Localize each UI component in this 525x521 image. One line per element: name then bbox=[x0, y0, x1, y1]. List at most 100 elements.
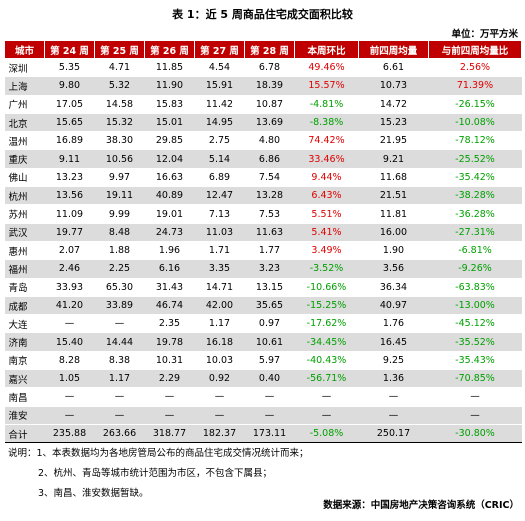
wow-change-cell: 3.49% bbox=[294, 241, 359, 261]
vs-avg-change-cell: -25.52% bbox=[428, 149, 522, 169]
value-cell: 24.73 bbox=[144, 223, 195, 242]
city-cell: 嘉兴 bbox=[4, 369, 45, 389]
table-row: 福州 2.46 2.25 6.16 3.35 3.23 -3.52% 3.56 -9.26% bbox=[4, 259, 522, 279]
value-cell: 6.89 bbox=[194, 168, 245, 188]
wow-change-cell: 74.42% bbox=[294, 131, 359, 151]
value-cell: 31.43 bbox=[144, 278, 195, 297]
value-cell: 1.76 bbox=[358, 314, 429, 334]
value-cell: 40.97 bbox=[358, 296, 429, 316]
col-header: 第 27 周 bbox=[194, 40, 245, 59]
value-cell: 3.56 bbox=[358, 259, 429, 279]
value-cell: 10.87 bbox=[244, 95, 295, 114]
wow-change-cell: -5.08% bbox=[294, 423, 359, 444]
value-cell: 11.81 bbox=[358, 204, 429, 224]
value-cell: 0.40 bbox=[244, 369, 295, 389]
table-row: 北京 15.65 15.32 15.01 14.95 13.69 -8.38% 15.23 -1… bbox=[4, 113, 522, 133]
value-cell: 8.48 bbox=[94, 223, 145, 242]
col-header: 第 28 周 bbox=[244, 40, 295, 59]
city-cell: 济南 bbox=[4, 332, 45, 352]
table-row: 嘉兴 1.05 1.17 2.29 0.92 0.40 -56.71% 1.36 -70.85% bbox=[4, 369, 522, 389]
value-cell: 4.71 bbox=[94, 58, 145, 78]
value-cell: 13.56 bbox=[44, 186, 95, 206]
value-cell: 11.85 bbox=[144, 58, 195, 78]
value-cell: 15.32 bbox=[94, 113, 145, 133]
city-cell: 苏州 bbox=[4, 204, 45, 224]
value-cell: 0.97 bbox=[244, 314, 295, 334]
value-cell: 12.04 bbox=[144, 149, 195, 169]
header-row: 城市 第 24 周 第 25 周 第 26 周 第 27 周 第 28 周 本周… bbox=[4, 40, 522, 59]
value-cell: — bbox=[144, 406, 195, 425]
table-row: 南昌 — — — — — — — — bbox=[4, 387, 522, 407]
value-cell: 5.97 bbox=[244, 351, 295, 371]
value-cell: — bbox=[44, 314, 95, 334]
wow-change-cell: -10.66% bbox=[294, 278, 359, 297]
city-cell: 广州 bbox=[4, 95, 45, 114]
value-cell: 0.92 bbox=[194, 369, 245, 389]
value-cell: 1.90 bbox=[358, 241, 429, 261]
value-cell: 10.03 bbox=[194, 351, 245, 371]
value-cell: 15.83 bbox=[144, 95, 195, 114]
col-header: 第 26 周 bbox=[144, 40, 195, 59]
table-row: 广州 17.05 14.58 15.83 11.42 10.87 -4.81% 14.72 -2… bbox=[4, 95, 522, 114]
value-cell: — bbox=[94, 314, 145, 334]
wow-change-cell: 5.51% bbox=[294, 204, 359, 224]
table-row: 苏州 11.09 9.99 19.01 7.13 7.53 5.51% 11.81 -36.28… bbox=[4, 204, 522, 224]
value-cell: 19.01 bbox=[144, 204, 195, 224]
vs-avg-change-cell: -6.81% bbox=[428, 241, 522, 261]
value-cell: 9.99 bbox=[94, 204, 145, 224]
value-cell: 10.56 bbox=[94, 149, 145, 169]
value-cell: 16.89 bbox=[44, 131, 95, 151]
value-cell: — bbox=[194, 387, 245, 407]
city-cell: 深圳 bbox=[4, 58, 45, 78]
value-cell: 11.90 bbox=[144, 76, 195, 96]
value-cell: 3.35 bbox=[194, 259, 245, 279]
value-cell: 15.01 bbox=[144, 113, 195, 133]
value-cell: 65.30 bbox=[94, 278, 145, 297]
note-line: 说明：1、本表数据均为各地房管局公布的商品住宅成交情况统计而来； bbox=[8, 448, 309, 459]
wow-change-cell: 5.41% bbox=[294, 223, 359, 242]
value-cell: 1.36 bbox=[358, 369, 429, 389]
value-cell: — bbox=[358, 387, 429, 407]
value-cell: 7.13 bbox=[194, 204, 245, 224]
value-cell: 42.00 bbox=[194, 296, 245, 316]
city-cell: 温州 bbox=[4, 131, 45, 151]
table-row: 温州 16.89 38.30 29.85 2.75 4.80 74.42% 21.95 -78.… bbox=[4, 131, 522, 151]
vs-avg-change-cell: -13.00% bbox=[428, 296, 522, 316]
wow-change-cell: 6.43% bbox=[294, 186, 359, 206]
value-cell: 235.88 bbox=[44, 423, 95, 444]
vs-avg-change-cell: -10.08% bbox=[428, 113, 522, 133]
value-cell: 16.18 bbox=[194, 332, 245, 352]
wow-change-cell: -8.38% bbox=[294, 113, 359, 133]
notes: 说明：1、本表数据均为各地房管局公布的商品住宅成交情况统计而来； 2、杭州、青岛… bbox=[8, 444, 309, 504]
value-cell: 13.15 bbox=[244, 278, 295, 297]
city-cell: 上海 bbox=[4, 76, 45, 96]
value-cell: 6.61 bbox=[358, 58, 429, 78]
value-cell: 4.80 bbox=[244, 131, 295, 151]
wow-change-cell: 15.57% bbox=[294, 76, 359, 96]
value-cell: 3.23 bbox=[244, 259, 295, 279]
vs-avg-change-cell: -35.43% bbox=[428, 351, 522, 371]
value-cell: 1.88 bbox=[94, 241, 145, 261]
wow-change-cell: 33.46% bbox=[294, 149, 359, 169]
wow-change-cell: -3.52% bbox=[294, 259, 359, 279]
value-cell: 15.91 bbox=[194, 76, 245, 96]
value-cell: — bbox=[358, 406, 429, 425]
value-cell: 15.23 bbox=[358, 113, 429, 133]
city-cell: 武汉 bbox=[4, 223, 45, 242]
value-cell: 2.46 bbox=[44, 259, 95, 279]
value-cell: 16.63 bbox=[144, 168, 195, 188]
wow-change-cell: -56.71% bbox=[294, 369, 359, 389]
city-cell: 淮安 bbox=[4, 406, 45, 425]
value-cell: 11.42 bbox=[194, 95, 245, 114]
vs-avg-change-cell: — bbox=[428, 406, 522, 425]
value-cell: 41.20 bbox=[44, 296, 95, 316]
col-header: 城市 bbox=[4, 40, 45, 59]
value-cell: 7.54 bbox=[244, 168, 295, 188]
vs-avg-change-cell: 2.56% bbox=[428, 58, 522, 78]
value-cell: 21.95 bbox=[358, 131, 429, 151]
city-cell: 福州 bbox=[4, 259, 45, 279]
value-cell: 9.11 bbox=[44, 149, 95, 169]
col-header: 与前四周均量比 bbox=[428, 40, 522, 59]
value-cell: 2.35 bbox=[144, 314, 195, 334]
value-cell: 10.31 bbox=[144, 351, 195, 371]
